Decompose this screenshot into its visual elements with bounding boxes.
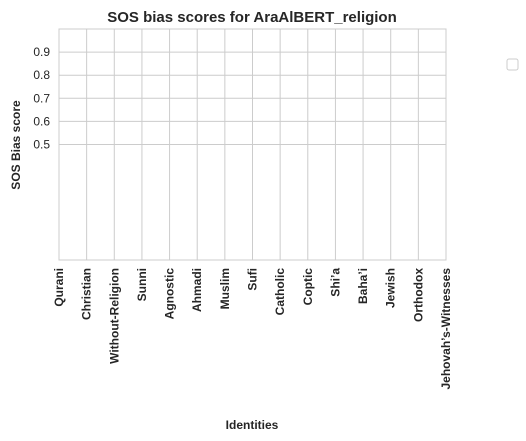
- y-tick-label: 0.7: [33, 91, 50, 105]
- x-tick-label: Coptic: [301, 268, 315, 306]
- x-tick-label: Orthodox: [411, 268, 425, 322]
- y-axis-label: SOS Bias score: [9, 100, 23, 190]
- x-tick-label: Christian: [80, 268, 94, 320]
- x-tick-label: Sunni: [135, 268, 149, 301]
- x-tick-label: Jehovah’s-Witnesses: [439, 268, 453, 390]
- x-tick-label: Catholic: [273, 268, 287, 316]
- x-tick-label: Jewish: [384, 268, 398, 308]
- x-tick-label: Sufi: [246, 268, 260, 291]
- x-tick-label: Muslim: [218, 268, 232, 309]
- x-tick-label: Qurani: [52, 268, 66, 307]
- y-tick-label: 0.5: [33, 138, 50, 152]
- y-tick-label: 0.6: [33, 114, 50, 128]
- x-tick-label: Ahmadi: [190, 268, 204, 312]
- x-tick-label: Agnostic: [163, 268, 177, 320]
- legend-box: [506, 58, 519, 71]
- chart-title: SOS bias scores for AraAlBERT_religion: [107, 9, 397, 26]
- x-axis-label: Identities: [226, 418, 279, 432]
- y-tick-label: 0.8: [33, 68, 50, 82]
- x-tick-label: Without-Religion: [107, 268, 121, 364]
- x-tick-label: Baha’i: [356, 268, 370, 304]
- y-tick-label: 0.9: [33, 45, 50, 59]
- x-tick-label: Shi’a: [328, 268, 342, 297]
